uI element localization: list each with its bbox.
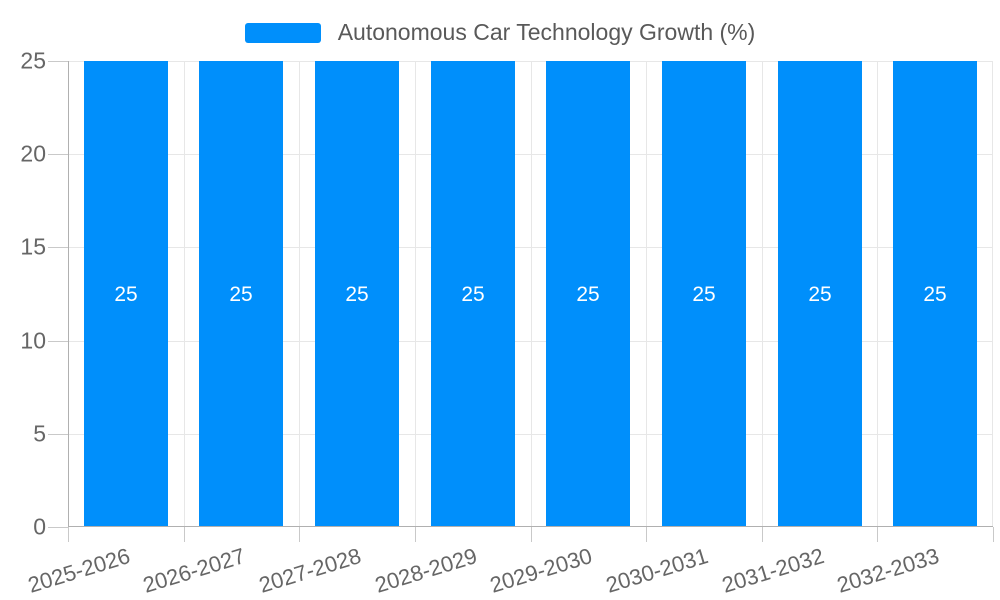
bar[interactable]: 25 (893, 61, 977, 527)
x-tick (993, 527, 994, 542)
gridline-h (68, 434, 993, 435)
y-tick (48, 434, 68, 435)
bar-value-label: 25 (114, 282, 138, 306)
x-axis-line (68, 526, 993, 527)
gridline-v (184, 61, 185, 527)
y-axis-line (68, 61, 69, 527)
y-tick (48, 61, 68, 62)
x-tick (415, 527, 416, 542)
x-tick (531, 527, 532, 542)
y-tick (48, 247, 68, 248)
bar-value-label: 25 (576, 282, 600, 306)
y-axis-label: 20 (20, 140, 46, 167)
y-tick (48, 154, 68, 155)
bar-value-label: 25 (345, 282, 369, 306)
plot-area: 25 25 25 25 25 25 25 25 (68, 61, 993, 527)
bar-value-label: 25 (923, 282, 947, 306)
gridline-v (877, 61, 878, 527)
gridline-h (68, 61, 993, 62)
x-axis-label: 2028-2029 (371, 543, 480, 598)
x-axis-label: 2032-2033 (833, 543, 942, 598)
bar-value-label: 25 (461, 282, 485, 306)
bar-value-label: 25 (808, 282, 832, 306)
bar-value-label: 25 (229, 282, 253, 306)
y-axis-label: 0 (33, 513, 46, 540)
legend-marker (244, 22, 321, 43)
bar[interactable]: 25 (315, 61, 399, 527)
y-axis-label: 15 (20, 233, 46, 260)
bar[interactable]: 25 (662, 61, 746, 527)
y-axis-label: 25 (20, 47, 46, 74)
y-axis: 0 5 10 15 20 25 (0, 0, 46, 600)
y-tick (48, 527, 68, 528)
x-axis-label: 2030-2031 (602, 543, 711, 598)
gridline-v (646, 61, 647, 527)
x-axis-label: 2026-2027 (139, 543, 248, 598)
bar[interactable]: 25 (546, 61, 630, 527)
x-tick (184, 527, 185, 542)
x-axis-label: 2027-2028 (255, 543, 364, 598)
x-tick (299, 527, 300, 542)
x-axis-label: 2025-2026 (24, 543, 133, 598)
plot-right-border (992, 61, 993, 527)
bar[interactable]: 25 (431, 61, 515, 527)
x-axis-label: 2031-2032 (718, 543, 827, 598)
x-tick (646, 527, 647, 542)
bar[interactable]: 25 (199, 61, 283, 527)
gridline-v (531, 61, 532, 527)
y-axis-label: 10 (20, 327, 46, 354)
x-tick (877, 527, 878, 542)
gridline-h (68, 247, 993, 248)
gridline-h (68, 341, 993, 342)
x-tick (68, 527, 69, 542)
y-axis-label: 5 (33, 420, 46, 447)
gridline-v (299, 61, 300, 527)
gridline-v (762, 61, 763, 527)
x-tick (762, 527, 763, 542)
y-tick (48, 341, 68, 342)
legend-item[interactable]: Autonomous Car Technology Growth (%) (0, 21, 1000, 44)
legend-label: Autonomous Car Technology Growth (%) (337, 19, 756, 45)
bar[interactable]: 25 (778, 61, 862, 527)
gridline-v (415, 61, 416, 527)
x-axis-label: 2029-2030 (486, 543, 595, 598)
x-axis: 2025-2026 2026-2027 2027-2028 2028-2029 2029… (0, 543, 1000, 600)
bar-value-label: 25 (692, 282, 716, 306)
bar[interactable]: 25 (84, 61, 168, 527)
gridline-h (68, 154, 993, 155)
